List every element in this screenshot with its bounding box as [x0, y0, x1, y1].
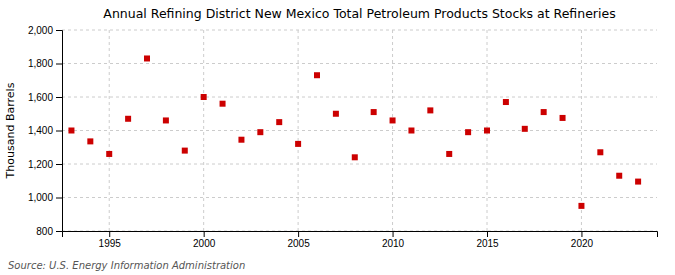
point [371, 109, 377, 115]
point [635, 179, 641, 185]
point [578, 203, 584, 209]
point [541, 109, 547, 115]
grid-line [392, 30, 393, 231]
y-axis: 800 1,000 1,200 1,400 1,600 1,800 2,000 [28, 25, 63, 237]
tick-label: 1,400 [28, 125, 53, 136]
grid-line [298, 30, 299, 231]
tick: 2010 [382, 231, 405, 249]
tick-mark [56, 30, 62, 31]
grid-line [62, 164, 657, 165]
points [68, 55, 641, 208]
tick-mark [204, 231, 205, 237]
tick: 2015 [476, 231, 499, 249]
grid-line [203, 30, 204, 231]
point [597, 149, 603, 155]
tick-label: 2000 [193, 238, 216, 249]
tick-mark [393, 231, 394, 237]
tick: 800 [36, 226, 62, 237]
tick-label: 1,000 [28, 192, 53, 203]
point [238, 137, 244, 143]
title: Annual Refining District New Mexico Tota… [103, 6, 615, 21]
tick: 2020 [571, 231, 594, 249]
grid-line [62, 130, 657, 131]
point [106, 151, 112, 157]
grid-line [62, 97, 657, 98]
axis-line [63, 232, 658, 238]
tick-mark [56, 164, 62, 165]
point [163, 117, 169, 123]
grid-line [109, 30, 110, 231]
tick: 2000 [193, 231, 216, 249]
tick: 2005 [287, 231, 310, 249]
tick-mark [581, 231, 582, 237]
tick-mark [487, 231, 488, 237]
point [427, 107, 433, 113]
tick-label: 1,800 [28, 58, 53, 69]
tick-label: 800 [36, 226, 53, 237]
tick: 1995 [99, 231, 122, 249]
point [560, 115, 566, 121]
tick-label: 2020 [571, 238, 594, 249]
point [220, 101, 226, 107]
point [295, 141, 301, 147]
point [68, 128, 74, 134]
tick: 1,800 [28, 58, 62, 69]
tick-label: 2,000 [28, 25, 53, 36]
tick-label: 1,600 [28, 92, 53, 103]
grid-line [581, 30, 582, 231]
tick: 2,000 [28, 25, 62, 36]
tick-label: 2015 [476, 238, 499, 249]
point [182, 148, 188, 154]
plot: 1995 2000 2005 2010 2015 2020 800 1,000 1,200 1,4… [28, 25, 658, 249]
grid-line [62, 63, 657, 64]
tick-mark [56, 231, 62, 232]
grid-line [62, 30, 657, 31]
x-axis: 1995 2000 2005 2010 2015 2020 [63, 231, 658, 249]
point [257, 129, 263, 135]
grid [62, 30, 657, 231]
point [446, 151, 452, 157]
point [201, 94, 207, 100]
axis-line [56, 31, 63, 232]
tick-mark [109, 231, 110, 237]
y-axis-title: Thousand Barrels [4, 82, 17, 179]
point [276, 119, 282, 125]
point [144, 55, 150, 61]
tick-label: 1,200 [28, 159, 53, 170]
point [125, 116, 131, 122]
tick-mark [56, 97, 62, 98]
point [352, 154, 358, 160]
grid-line [62, 197, 657, 198]
point [390, 117, 396, 123]
tick: 1,000 [28, 192, 62, 203]
tick: 1,400 [28, 125, 62, 136]
point [87, 138, 93, 144]
point [333, 111, 339, 117]
tick-mark [56, 131, 62, 132]
tick-label: 2005 [287, 238, 310, 249]
tick: 1,200 [28, 159, 62, 170]
tick-label: 1995 [99, 238, 122, 249]
tick: 1,600 [28, 92, 62, 103]
point [484, 128, 490, 134]
point [465, 129, 471, 135]
tick-label: 2010 [382, 238, 405, 249]
point [408, 128, 414, 134]
point [522, 126, 528, 132]
point [503, 99, 509, 105]
chart: 1995 2000 2005 2010 2015 2020 800 1,000 1,200 1,4… [0, 0, 675, 275]
point [314, 72, 320, 78]
tick-mark [298, 231, 299, 237]
tick-mark [56, 64, 62, 65]
annotation: Source: U.S. Energy Information Administ… [8, 260, 245, 271]
point [616, 173, 622, 179]
tick-mark [56, 198, 62, 199]
